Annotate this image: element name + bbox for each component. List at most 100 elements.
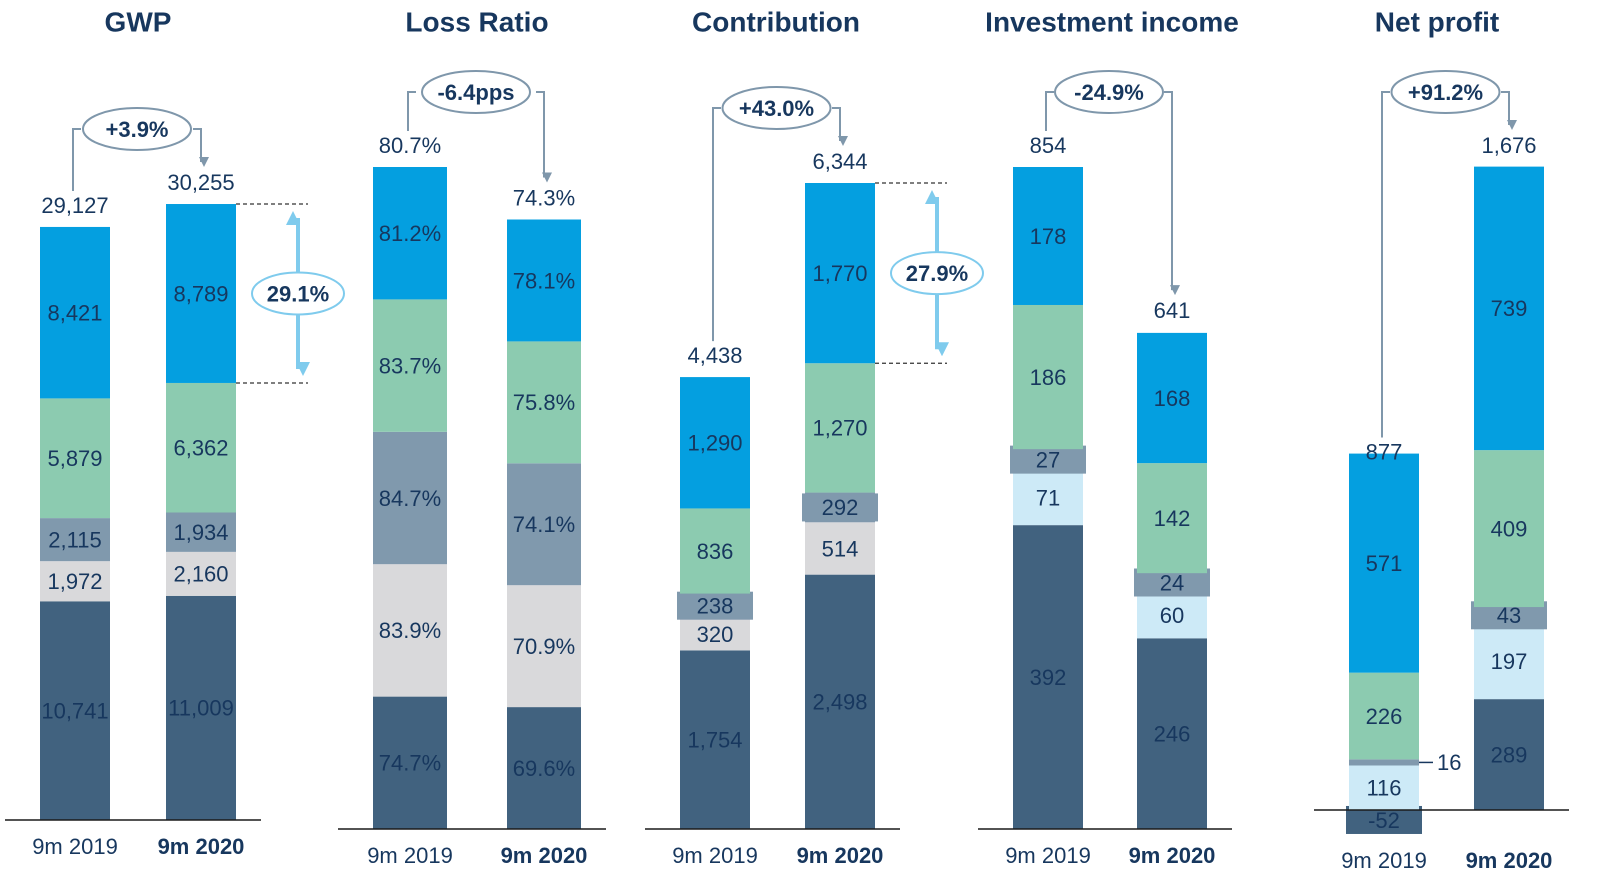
change-bubble [721, 86, 832, 130]
bar-segment [40, 561, 110, 602]
segment-label: 70.9% [513, 634, 575, 659]
segment-label: 74.1% [513, 512, 575, 537]
bar-segment [507, 219, 581, 342]
panel-title: Investment income [985, 6, 1239, 37]
segment-label: 5,879 [47, 446, 102, 471]
segment-label: 24 [1160, 570, 1184, 595]
change-bubble [82, 107, 192, 151]
segment-label: 571 [1366, 551, 1403, 576]
bar-segment [1474, 699, 1544, 810]
bar-segment [507, 585, 581, 708]
change-bubble [421, 70, 531, 114]
total-label: 4,438 [687, 343, 742, 368]
segment-label: 78.1% [513, 268, 575, 293]
bar-segment [1474, 166, 1544, 451]
segment-label: 6,362 [173, 436, 228, 461]
bar-segment [1349, 759, 1419, 766]
bar-segment [40, 226, 110, 399]
bar-segment [40, 398, 110, 519]
bar-segment [166, 512, 236, 552]
bar-segment [805, 574, 875, 829]
change-bracket [712, 107, 840, 342]
bar-segment [373, 299, 447, 432]
bar-segment [373, 431, 447, 565]
category-label: 9m 2019 [32, 834, 118, 859]
segment-label: -52 [1368, 808, 1400, 833]
segment-label: 289 [1491, 742, 1528, 767]
segment-label: 186 [1030, 365, 1067, 390]
segment-label: 81.2% [379, 221, 441, 246]
bar-segment [1137, 332, 1207, 464]
total-label: 854 [1030, 133, 1067, 158]
category-label: 9m 2020 [1466, 848, 1553, 873]
segment-label: 409 [1491, 516, 1528, 541]
bar-segment [680, 650, 750, 829]
segment-label: 27 [1036, 447, 1060, 472]
share-label: 27.9% [906, 261, 968, 286]
share-label: 29.1% [267, 281, 329, 306]
segment-label: 83.7% [379, 353, 441, 378]
total-label: 1,676 [1481, 133, 1536, 158]
panel-title: Contribution [692, 6, 860, 37]
category-label: 9m 2020 [1129, 843, 1216, 868]
change-label: -24.9% [1074, 80, 1144, 105]
segment-label: 116 [1366, 776, 1401, 801]
bar-segment [680, 617, 750, 651]
bar-segment [1137, 638, 1207, 829]
category-label: 9m 2019 [1005, 843, 1091, 868]
bar-segment [805, 363, 875, 493]
bar-segment [166, 204, 236, 383]
segment-label: 74.7% [379, 751, 441, 776]
segment-label: 1,934 [173, 520, 228, 545]
bar-segment [1349, 453, 1419, 673]
segment-label: 226 [1366, 704, 1403, 729]
change-bracket [72, 128, 201, 191]
bar-segment [373, 167, 447, 300]
change-bracket [1045, 91, 1172, 290]
change-label: -6.4pps [437, 80, 514, 105]
bar-segment [805, 183, 875, 364]
bar-segment [373, 564, 447, 697]
segment-label: 71 [1036, 485, 1060, 510]
bar-segment [373, 696, 447, 829]
change-bracket [1381, 91, 1509, 438]
panel-title: Net profit [1375, 6, 1499, 37]
segment-label: 197 [1491, 649, 1528, 674]
bar-segment [1474, 450, 1544, 608]
segment-label: 75.8% [513, 390, 575, 415]
segment-label: 1,270 [812, 416, 867, 441]
segment-label: 11,009 [168, 696, 234, 721]
label-tab [1010, 445, 1086, 474]
share-bubble [890, 251, 984, 296]
segment-label: 142 [1154, 506, 1191, 531]
segment-label: 1,972 [47, 569, 102, 594]
share-bubble [251, 271, 345, 316]
segment-label: 320 [697, 622, 734, 647]
segment-label: 60 [1160, 603, 1184, 628]
segment-label: 238 [697, 594, 734, 619]
segment-label: 836 [697, 539, 734, 564]
change-bubble [1390, 70, 1501, 114]
segment-label: 178 [1030, 224, 1067, 249]
segment-label: 83.9% [379, 618, 441, 643]
segment-label: 739 [1491, 296, 1528, 321]
category-label: 9m 2019 [367, 843, 453, 868]
segment-label: 2,115 [48, 527, 101, 552]
change-label: +3.9% [106, 117, 169, 142]
change-label: +43.0% [739, 96, 814, 121]
category-label: 9m 2020 [158, 834, 245, 859]
total-label: 641 [1154, 298, 1191, 323]
change-label: +91.2% [1408, 80, 1483, 105]
segment-label: 1,290 [687, 431, 742, 456]
segment-label: 2,498 [812, 690, 867, 715]
total-label: 74.3% [513, 185, 575, 210]
bar-segment [40, 518, 110, 562]
segment-label: 84.7% [379, 486, 441, 511]
segment-label: 1,770 [812, 261, 867, 286]
change-bubble [1054, 70, 1164, 114]
bar-segment [507, 463, 581, 586]
total-label: 29,127 [41, 193, 108, 218]
segment-label: 8,789 [173, 281, 228, 306]
bar-segment [166, 551, 236, 596]
